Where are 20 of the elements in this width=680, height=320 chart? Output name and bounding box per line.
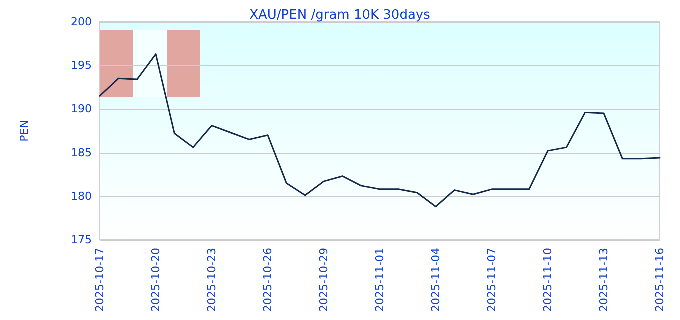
x-tick-label: 2025-11-01: [374, 248, 386, 312]
x-tick-label: 2025-11-13: [598, 248, 610, 312]
x-tick-label: 2025-10-20: [150, 248, 162, 312]
y-tick-label: 175: [71, 234, 92, 246]
x-tick-label: 2025-10-17: [94, 248, 106, 312]
y-axis-title: PEN: [18, 120, 31, 142]
y-tick-label: 195: [71, 59, 92, 72]
y-tick-label: 185: [71, 146, 92, 160]
x-tick-label: 2025-10-23: [206, 248, 218, 312]
y-tick-label: 190: [71, 102, 92, 116]
line-series: [99, 54, 661, 208]
x-tick-label: 2025-11-16: [654, 248, 666, 312]
chart-title: XAU/PEN /gram 10K 30days: [250, 8, 431, 23]
x-tick-label: 2025-10-26: [262, 248, 274, 312]
y-tick-label: 180: [71, 190, 92, 203]
x-tick-label: 2025-11-07: [486, 248, 498, 312]
y-tick-label: 200: [71, 16, 92, 28]
x-tick-label: 2025-10-29: [318, 248, 330, 312]
x-tick-label: 2025-11-04: [430, 248, 442, 312]
x-tick-label: 2025-11-10: [542, 248, 554, 312]
